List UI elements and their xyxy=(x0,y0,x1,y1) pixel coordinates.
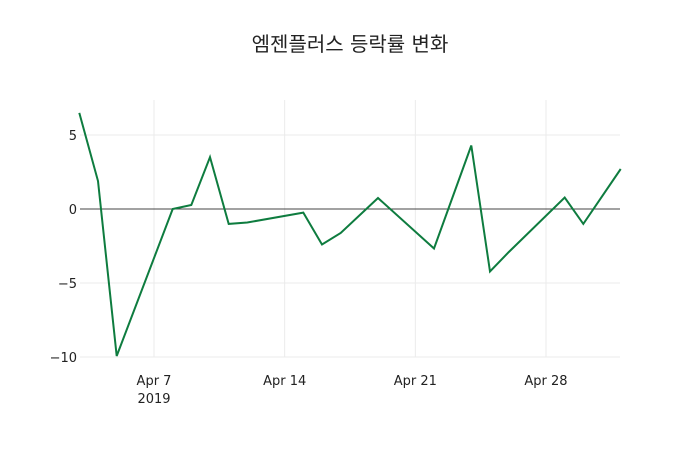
x-tick-label: Apr 28 xyxy=(524,374,567,389)
y-tick-label: −10 xyxy=(50,351,77,366)
y-tick-label: 5 xyxy=(69,129,77,144)
x-tick-label: Apr 21 xyxy=(394,374,437,389)
y-axis-ticks: 5 0 −5 −10 xyxy=(50,129,77,366)
series-line xyxy=(78,112,622,357)
x-tick-label: Apr 14 xyxy=(263,374,306,389)
x-axis-ticks: Apr 7 2019 Apr 14 Apr 21 Apr 28 xyxy=(137,374,568,407)
x-tick-label: Apr 7 xyxy=(137,374,172,389)
chart-title: 엠젠플러스 등락률 변화 xyxy=(251,32,449,56)
x-tick-year-label: 2019 xyxy=(137,392,170,407)
y-tick-label: 0 xyxy=(69,203,77,218)
grid-lines xyxy=(80,100,620,358)
y-tick-label: −5 xyxy=(58,277,77,292)
